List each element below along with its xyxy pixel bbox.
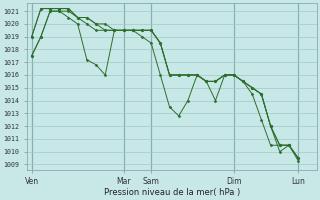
X-axis label: Pression niveau de la mer( hPa ): Pression niveau de la mer( hPa ) [104,188,240,197]
